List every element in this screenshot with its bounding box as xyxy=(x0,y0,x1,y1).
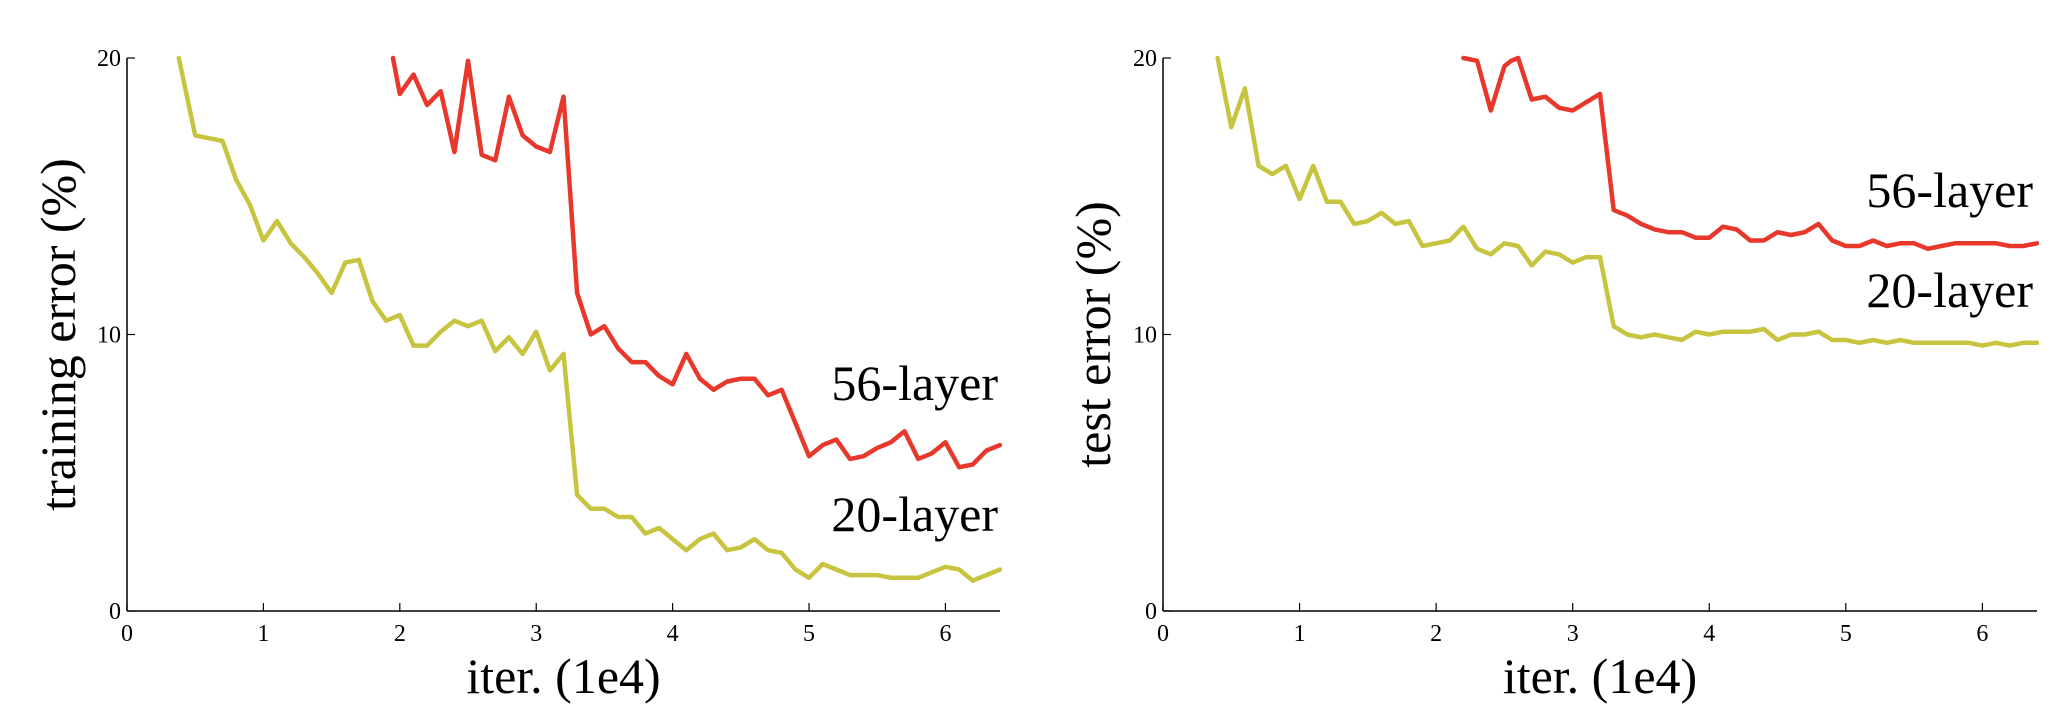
series-line-20-layer xyxy=(176,55,1002,583)
series-label-56-layer: 56-layer xyxy=(831,355,998,411)
x-tick-label: 2 xyxy=(394,621,406,647)
x-axis-label: iter. (1e4) xyxy=(1503,648,1697,704)
training-error-chart: 0 1 2 3 4 5 6 0 10 20 iter. (1e4) training error (%… xyxy=(30,46,1002,704)
x-tick-label: 5 xyxy=(803,621,815,647)
x-axis-label: iter. (1e4) xyxy=(466,648,660,704)
x-tick-label: 4 xyxy=(667,621,679,647)
y-tick-label: 20 xyxy=(1133,46,1157,72)
x-tick-label: 6 xyxy=(939,621,951,647)
x-tick-label: 0 xyxy=(1157,621,1169,647)
y-axis-label: test error (%) xyxy=(1065,201,1121,468)
y-tick-label: 20 xyxy=(97,46,121,72)
series-line-56-layer xyxy=(390,55,1002,470)
y-tick-label: 10 xyxy=(97,323,121,349)
x-tick-label: 5 xyxy=(1840,621,1852,647)
x-tick-label: 0 xyxy=(121,621,133,647)
test-error-chart: 0 1 2 3 4 5 6 0 10 20 iter. (1e4) test error (%) 56-… xyxy=(1065,46,2039,704)
x-tick-label: 1 xyxy=(257,621,269,647)
x-tick-label: 6 xyxy=(1976,621,1988,647)
x-tick-label: 2 xyxy=(1430,621,1442,647)
y-tick-label: 10 xyxy=(1133,323,1157,349)
x-tick-label: 3 xyxy=(1567,621,1579,647)
series-label-56-layer: 56-layer xyxy=(1866,162,2033,218)
y-tick-label: 0 xyxy=(1145,599,1157,625)
x-tick-label: 4 xyxy=(1703,621,1715,647)
series-line-20-layer xyxy=(1215,55,2039,348)
series-label-20-layer: 20-layer xyxy=(831,486,998,542)
y-tick-label: 0 xyxy=(109,599,121,625)
y-axis-label: training error (%) xyxy=(30,158,86,511)
x-tick-label: 1 xyxy=(1294,621,1306,647)
x-tick-label: 3 xyxy=(530,621,542,647)
series-label-20-layer: 20-layer xyxy=(1866,262,2033,318)
series-line-56-layer xyxy=(1461,55,2039,252)
